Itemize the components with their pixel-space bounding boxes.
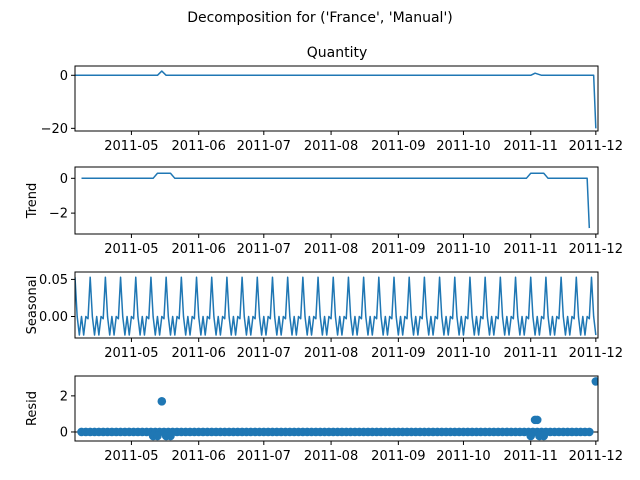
x-tick-label: 2011-11	[504, 242, 558, 257]
x-tick-label: 2011-10	[436, 449, 490, 464]
y-tick-label: −2	[49, 207, 68, 222]
x-tick-label: 2011-11	[504, 449, 558, 464]
x-tick-label: 2011-06	[172, 139, 226, 154]
seasonal-line	[75, 276, 597, 336]
resid-point	[539, 431, 549, 441]
x-tick-label: 2011-12	[569, 346, 623, 361]
x-tick-label: 2011-12	[569, 449, 623, 464]
x-tick-label: 2011-07	[237, 346, 291, 361]
seasonal-y-axis-label: Seasonal	[25, 276, 40, 335]
x-tick-label: 2011-06	[172, 449, 226, 464]
x-tick-label: 2011-11	[504, 346, 558, 361]
x-tick-label: 2011-10	[436, 346, 490, 361]
x-tick-label: 2011-08	[304, 242, 358, 257]
y-tick-label: 2	[60, 389, 68, 404]
x-tick-label: 2011-06	[172, 346, 226, 361]
quantity-plot-area	[75, 70, 597, 129]
resid-axes-frame	[74, 375, 599, 442]
x-tick-label: 2011-09	[371, 139, 425, 154]
y-tick-label: 0.05	[39, 273, 68, 288]
y-tick-label: 0	[60, 172, 68, 187]
resid-point	[157, 396, 167, 406]
seasonal-plot-area	[75, 276, 597, 336]
quantity-axes-frame	[74, 65, 599, 132]
resid-point	[532, 415, 542, 425]
figure-title: Decomposition for ('France', 'Manual')	[187, 10, 453, 26]
x-tick-label: 2011-08	[304, 139, 358, 154]
trend-y-axis-label: Trend	[25, 183, 40, 220]
resid-y-axis-label: Resid	[25, 391, 40, 426]
resid-point	[526, 431, 536, 441]
x-tick-label: 2011-05	[104, 242, 158, 257]
x-tick-label: 2011-05	[104, 139, 158, 154]
panel-trend: 0 −2 2011-05 2011-06 2011-07 2011-08 2011-09 20…	[25, 166, 623, 257]
quantity-line	[75, 70, 597, 129]
x-tick-label: 2011-09	[371, 449, 425, 464]
resid-point	[153, 431, 162, 441]
x-tick-label: 2011-05	[104, 346, 158, 361]
resid-point	[166, 431, 175, 441]
panel-resid: 2 0 2011-05 2011-06 2011-07 2011-08 2011-09 201…	[25, 375, 623, 464]
x-tick-label: 2011-08	[304, 449, 358, 464]
trend-axes-frame	[74, 166, 599, 235]
x-tick-label: 2011-08	[304, 346, 358, 361]
x-tick-label: 2011-06	[172, 242, 226, 257]
resid-point	[585, 427, 594, 437]
x-tick-label: 2011-07	[237, 449, 291, 464]
panel-quantity: 0 −20 2011-05 2011-06 2011-07 2011-08 2011-09 2…	[41, 65, 623, 154]
x-tick-label: 2011-11	[504, 139, 558, 154]
x-tick-label: 2011-10	[436, 139, 490, 154]
resid-point	[591, 377, 598, 386]
y-tick-label: 0.00	[39, 310, 68, 325]
x-tick-label: 2011-09	[371, 242, 425, 257]
y-tick-label: 0	[60, 425, 68, 440]
x-tick-label: 2011-05	[104, 449, 158, 464]
x-tick-label: 2011-07	[237, 242, 291, 257]
panel-seasonal: 0.05 0.00 2011-05 2011-06 2011-07 2011-08 2011…	[25, 271, 623, 361]
x-tick-label: 2011-12	[569, 242, 623, 257]
x-tick-label: 2011-09	[371, 346, 425, 361]
y-tick-label: −20	[41, 122, 68, 137]
x-tick-label: 2011-07	[237, 139, 291, 154]
seasonal-axes-frame	[74, 271, 599, 339]
trend-line	[81, 172, 591, 229]
x-tick-label: 2011-12	[569, 139, 623, 154]
y-tick-label: 0	[60, 69, 68, 84]
trend-plot-area	[81, 172, 591, 229]
x-tick-label: 2011-10	[436, 242, 490, 257]
panel-title-quantity: Quantity	[307, 45, 368, 61]
resid-plot-area	[75, 377, 598, 441]
